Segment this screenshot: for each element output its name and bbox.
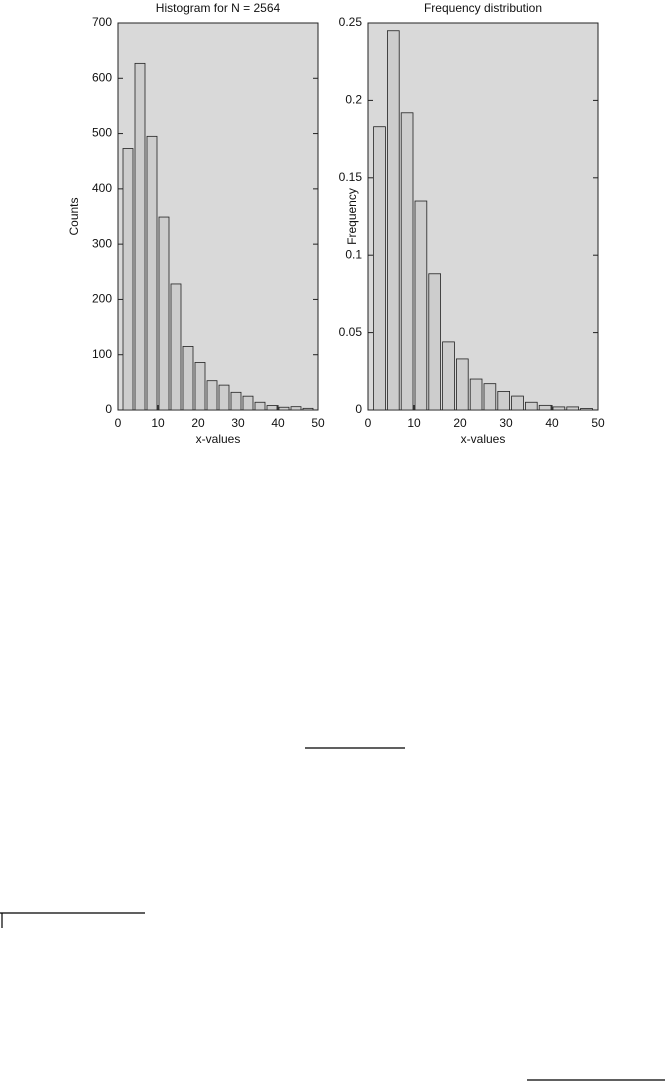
y-tick-label: 0 [355, 402, 362, 416]
y-axis-label: Counts [67, 197, 81, 235]
bar [580, 408, 593, 411]
bar [428, 273, 441, 411]
bar [552, 406, 566, 411]
y-tick-label: 300 [92, 236, 112, 250]
y-tick-label: 0.25 [339, 15, 363, 29]
x-tick-label: 50 [591, 416, 605, 430]
bar [266, 405, 278, 411]
bar [242, 395, 254, 411]
bar [566, 406, 579, 411]
chart-title: Histogram for N = 2564 [156, 1, 281, 15]
bar [170, 283, 182, 411]
bar [455, 358, 469, 411]
x-tick-label: 10 [407, 416, 421, 430]
bar [538, 404, 552, 411]
x-tick-label: 50 [311, 416, 325, 430]
y-tick-label: 0.1 [345, 247, 362, 261]
bar [146, 135, 158, 411]
bar [525, 401, 538, 411]
bar [483, 383, 497, 411]
y-axis-label: Frequency [345, 188, 359, 245]
x-axis-label: x-values [461, 432, 506, 446]
bar [290, 406, 302, 411]
y-tick-label: 0 [105, 402, 112, 416]
y-tick-label: 600 [92, 70, 112, 84]
y-tick-label: 400 [92, 181, 112, 195]
y-tick-label: 500 [92, 126, 112, 140]
x-tick-label: 30 [499, 416, 513, 430]
bar [278, 406, 290, 411]
bar [122, 148, 134, 411]
y-tick-label: 100 [92, 347, 112, 361]
x-tick-label: 20 [191, 416, 205, 430]
x-tick-label: 20 [453, 416, 467, 430]
bar [194, 362, 206, 411]
y-tick-label: 0.05 [339, 325, 363, 339]
bar [511, 395, 524, 411]
bar [206, 380, 218, 411]
bar [373, 126, 386, 411]
y-tick-label: 700 [92, 15, 112, 29]
x-tick-label: 40 [545, 416, 559, 430]
bar [158, 216, 170, 411]
x-tick-label: 0 [365, 416, 372, 430]
bar [230, 391, 242, 411]
chart-title: Frequency distribution [424, 1, 542, 15]
bar [386, 30, 400, 411]
bar [134, 62, 146, 411]
x-axis-label: x-values [196, 432, 241, 446]
bar [442, 341, 455, 411]
bar [414, 200, 428, 411]
x-tick-label: 40 [271, 416, 285, 430]
x-tick-label: 10 [151, 416, 165, 430]
bar [400, 112, 414, 411]
x-tick-label: 30 [231, 416, 245, 430]
bar [497, 391, 510, 411]
bar [254, 401, 266, 411]
bar [218, 384, 230, 411]
bar [469, 378, 483, 411]
y-tick-label: 0.15 [339, 170, 363, 184]
y-tick-label: 0.2 [345, 93, 362, 107]
bar [182, 346, 194, 411]
x-tick-label: 0 [115, 416, 122, 430]
bar [302, 407, 314, 411]
y-tick-label: 200 [92, 292, 112, 306]
